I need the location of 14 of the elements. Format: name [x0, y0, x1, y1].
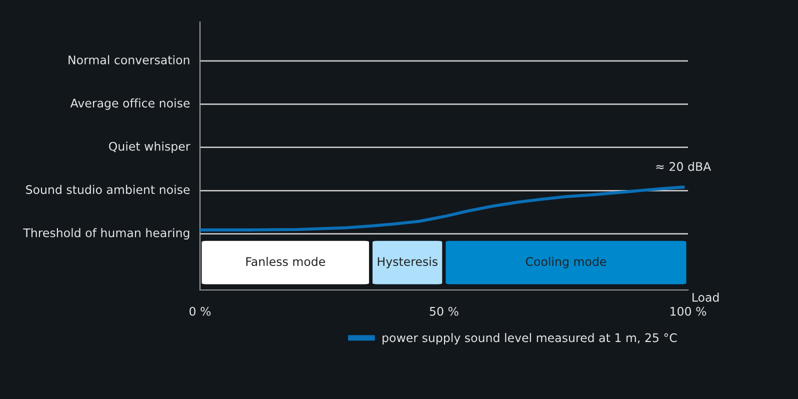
ref-line-label: Quiet whisper	[109, 142, 190, 154]
legend-label: power supply sound level measured at 1 m, 25 °C	[382, 333, 677, 344]
x-axis-title: Load	[692, 292, 719, 302]
band-label: Fanless mode	[246, 256, 326, 266]
x-tick-label: 50 %	[430, 306, 458, 316]
band-label: Cooling mode	[526, 256, 606, 268]
ref-line-label: Average office noise	[70, 98, 190, 110]
band-label: Hysteresis	[378, 256, 438, 268]
x-tick-label: 0 %	[190, 306, 211, 316]
annotation: ≈ 20 dBA	[656, 162, 712, 171]
ref-line-label: Threshold of human hearing	[23, 228, 190, 240]
ref-line-label: Sound studio ambient noise	[26, 184, 190, 194]
ref-line-label: Normal conversation	[68, 55, 190, 64]
x-tick-label: 100 %	[670, 306, 706, 316]
